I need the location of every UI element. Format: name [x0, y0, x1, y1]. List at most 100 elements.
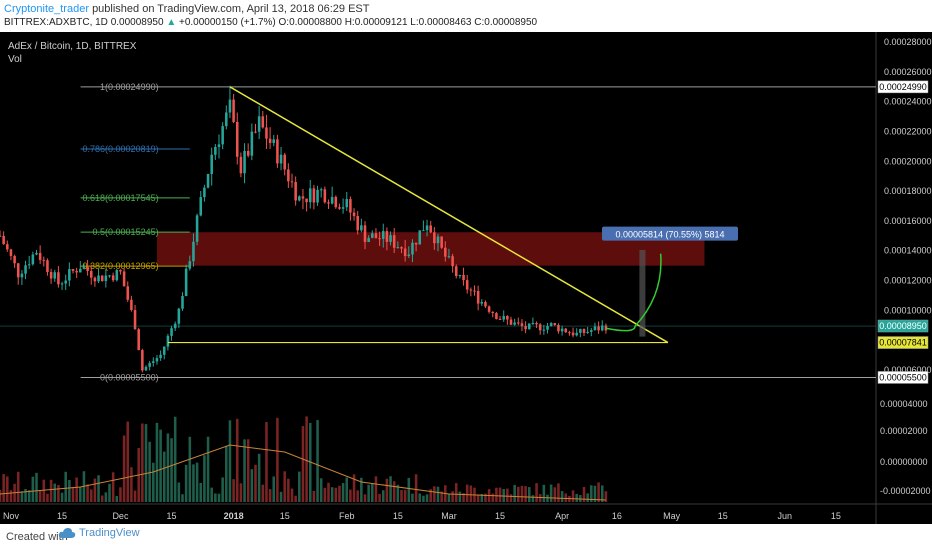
- candle-body: [239, 156, 243, 174]
- volume-bar: [590, 485, 593, 502]
- volume-bar: [217, 493, 221, 502]
- volume-bar: [261, 484, 265, 502]
- candle-body: [352, 212, 356, 216]
- time-axis-tick: Mar: [441, 511, 457, 521]
- ohlc-values: O:0.00008800 H:0.00009121 L:0.00008463 C…: [278, 17, 538, 28]
- candle-body: [407, 254, 411, 257]
- volume-bar: [436, 486, 440, 502]
- candle-body: [206, 174, 210, 188]
- time-axis-tick: May: [663, 511, 681, 521]
- volume-bar: [411, 493, 414, 502]
- candle-body: [433, 232, 436, 244]
- candle-body: [159, 354, 162, 359]
- volume-axis-tick: 0.00000000: [880, 457, 928, 467]
- candle-body: [64, 280, 67, 284]
- volume-bar: [195, 462, 199, 502]
- volume-bar: [108, 483, 111, 502]
- candle-body: [57, 272, 60, 285]
- candle-body: [13, 255, 16, 264]
- volume-bar: [557, 483, 560, 502]
- volume-bar: [527, 487, 531, 502]
- fib-level-label: 1(0.00024990): [100, 82, 159, 92]
- volume-bar: [586, 493, 589, 502]
- tradingview-brand[interactable]: TradingView: [58, 527, 140, 539]
- candle-body: [571, 332, 575, 336]
- chart-legend: AdEx / Bitcoin, 1D, BITTREX Vol: [8, 40, 136, 66]
- candle-body: [549, 323, 553, 326]
- fib-level-label: 0.618(0.00017545): [83, 193, 159, 203]
- candle-body: [476, 290, 480, 304]
- candle-body: [568, 332, 571, 334]
- candle-body: [75, 270, 78, 273]
- candle-body: [330, 196, 334, 204]
- symbol-info: BITTREX:ADXBTC, 1D 0.00008950 ▲ +0.00000…: [4, 17, 537, 28]
- volume-bar: [341, 483, 345, 502]
- measure-label: 0.00005814 (70.55%) 5814: [615, 230, 724, 240]
- volume-bar: [352, 474, 356, 502]
- volume-bar: [553, 487, 557, 502]
- candle-body: [367, 237, 370, 243]
- candle-body: [385, 231, 389, 242]
- candle-body: [31, 254, 35, 265]
- volume-bar: [403, 489, 407, 502]
- candle-body: [60, 283, 64, 285]
- candle-body: [0, 235, 2, 237]
- volume-bar: [506, 488, 509, 502]
- volume-bar: [575, 493, 578, 502]
- candle-body: [192, 241, 195, 262]
- volume-bar: [305, 416, 308, 502]
- chart-panel[interactable]: 1(0.00024990) 0.786(0.00020819) 0.618(0.00…: [0, 32, 932, 524]
- volume-bar: [46, 493, 49, 502]
- measure-bar: [639, 249, 646, 337]
- volume-bar: [312, 490, 316, 502]
- candle-body: [553, 323, 557, 325]
- candle-body: [97, 275, 100, 282]
- fib-level-label: 0.5(0.00015245): [93, 227, 159, 237]
- candle-body: [82, 266, 86, 269]
- candle-body: [2, 235, 5, 245]
- candle-body: [491, 311, 495, 314]
- candle-body: [166, 335, 170, 347]
- volume-bar: [298, 471, 301, 502]
- volume-bar: [141, 423, 144, 502]
- price-axis-tick: 0.00024000: [884, 97, 932, 107]
- volume-bar: [228, 420, 232, 502]
- volume-bar: [6, 476, 9, 502]
- candle-body: [600, 325, 604, 331]
- volume-bar: [538, 494, 542, 502]
- time-axis-tick: Dec: [112, 511, 129, 521]
- volume-bar: [582, 487, 586, 502]
- volume-bar: [378, 493, 381, 502]
- volume-bar: [451, 491, 454, 502]
- volume-bar: [524, 486, 527, 502]
- candle-body: [184, 268, 188, 296]
- candle-body: [422, 230, 425, 232]
- candle-body: [381, 231, 385, 239]
- fib-top-axis-label-bg: [877, 80, 929, 94]
- volume-bar: [363, 494, 367, 502]
- volume-bar: [433, 486, 436, 502]
- volume-bar: [254, 464, 257, 502]
- price-chart[interactable]: 1(0.00024990) 0.786(0.00020819) 0.618(0.00…: [0, 32, 932, 524]
- volume-bar: [170, 438, 173, 502]
- volume-bar: [422, 495, 425, 502]
- candle-body: [444, 247, 447, 257]
- candle-body: [170, 328, 173, 336]
- volume-bar: [476, 494, 480, 502]
- time-axis-tick: Jun: [777, 511, 792, 521]
- candle-body: [49, 272, 53, 279]
- candle-body: [517, 322, 520, 324]
- candle-body: [327, 202, 330, 204]
- volume-bar: [16, 471, 20, 502]
- candle-body: [177, 308, 181, 324]
- author-link[interactable]: Cryptonite_trader: [4, 3, 89, 15]
- time-axis-tick: 16: [612, 511, 622, 521]
- volume-bar: [257, 453, 261, 502]
- volume-bar: [272, 476, 276, 502]
- candle-body: [590, 330, 593, 332]
- candle-body: [312, 188, 316, 203]
- candle-body: [122, 271, 126, 287]
- volume-bar: [235, 418, 239, 502]
- volume-bar: [425, 494, 429, 502]
- fib-level-label: 0.786(0.00020819): [83, 144, 159, 154]
